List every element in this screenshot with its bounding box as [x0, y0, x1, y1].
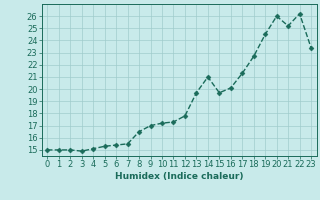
X-axis label: Humidex (Indice chaleur): Humidex (Indice chaleur): [115, 172, 244, 181]
